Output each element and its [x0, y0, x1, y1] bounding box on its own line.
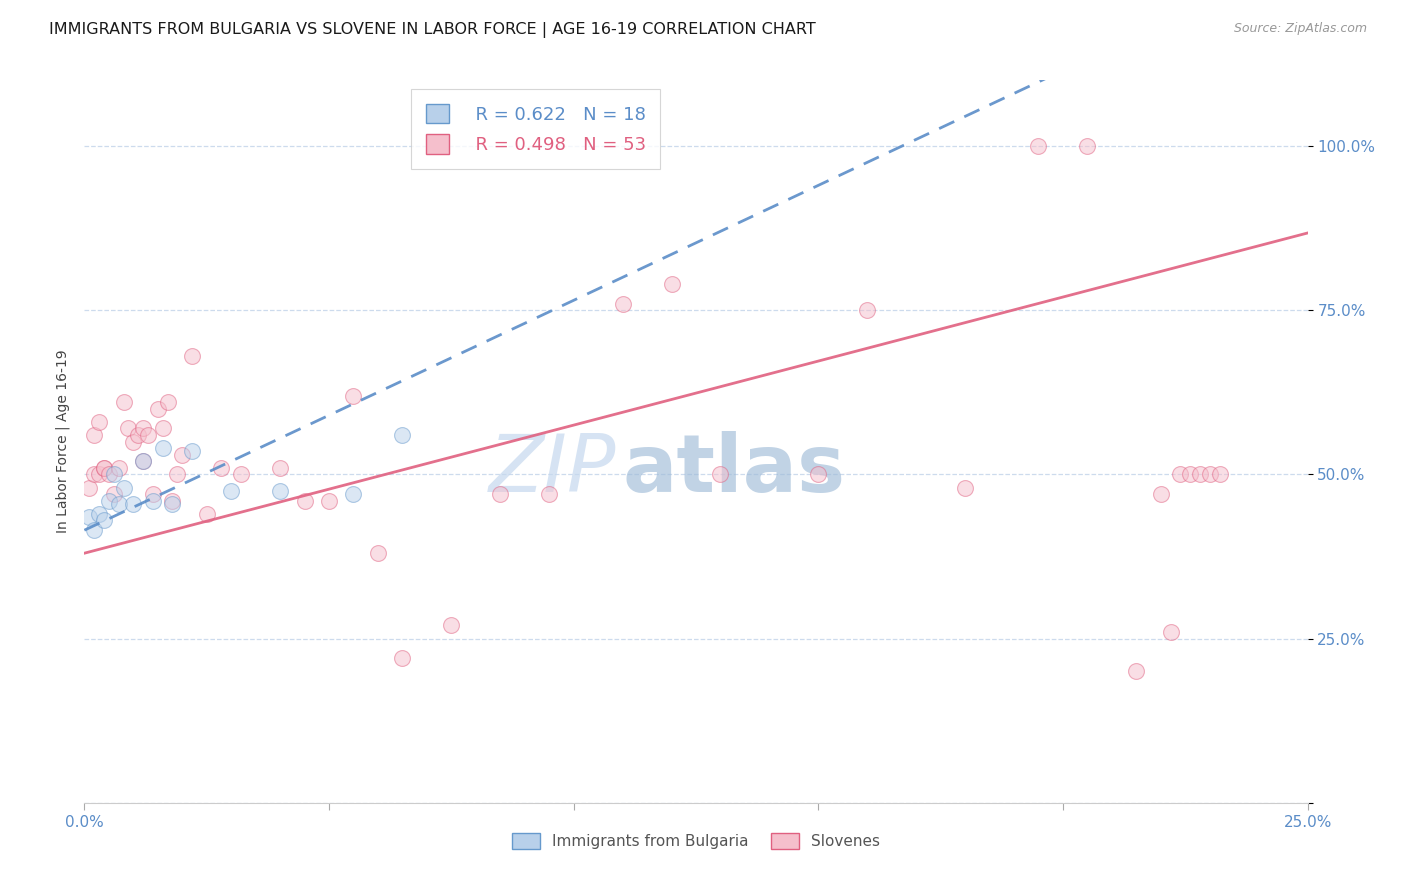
- Point: [112, 395, 135, 409]
- Point: [87, 507, 110, 521]
- Text: atlas: atlas: [623, 432, 845, 509]
- Point: [1208, 467, 1230, 482]
- Point: [342, 487, 364, 501]
- Text: Source: ZipAtlas.com: Source: ZipAtlas.com: [1233, 22, 1367, 36]
- Point: [122, 434, 145, 449]
- Point: [107, 460, 129, 475]
- Point: [391, 428, 413, 442]
- Point: [152, 421, 174, 435]
- Point: [807, 467, 830, 482]
- Point: [162, 497, 184, 511]
- Point: [77, 510, 100, 524]
- Point: [132, 454, 155, 468]
- Point: [181, 349, 204, 363]
- Point: [1170, 467, 1192, 482]
- Y-axis label: In Labor Force | Age 16-19: In Labor Force | Age 16-19: [56, 350, 70, 533]
- Point: [661, 277, 683, 291]
- Point: [709, 467, 731, 482]
- Point: [162, 493, 184, 508]
- Point: [342, 388, 364, 402]
- Point: [489, 487, 512, 501]
- Point: [269, 483, 291, 498]
- Point: [229, 467, 252, 482]
- Point: [1160, 625, 1182, 640]
- Point: [367, 546, 389, 560]
- Point: [83, 523, 105, 537]
- Point: [166, 467, 188, 482]
- Point: [122, 497, 145, 511]
- Point: [1178, 467, 1201, 482]
- Legend: Immigrants from Bulgaria, Slovenes: Immigrants from Bulgaria, Slovenes: [505, 825, 887, 856]
- Point: [146, 401, 169, 416]
- Point: [112, 481, 135, 495]
- Point: [87, 467, 110, 482]
- Point: [142, 493, 165, 508]
- Point: [93, 513, 115, 527]
- Point: [77, 481, 100, 495]
- Point: [87, 415, 110, 429]
- Point: [612, 296, 634, 310]
- Point: [136, 428, 159, 442]
- Text: ZIP: ZIP: [489, 432, 616, 509]
- Point: [856, 303, 879, 318]
- Point: [93, 460, 115, 475]
- Point: [1125, 665, 1147, 679]
- Point: [152, 441, 174, 455]
- Point: [318, 493, 340, 508]
- Point: [1076, 139, 1098, 153]
- Point: [1150, 487, 1173, 501]
- Point: [103, 467, 125, 482]
- Point: [1188, 467, 1211, 482]
- Point: [156, 395, 179, 409]
- Point: [127, 428, 149, 442]
- Point: [1198, 467, 1220, 482]
- Point: [172, 448, 194, 462]
- Point: [83, 428, 105, 442]
- Point: [391, 651, 413, 665]
- Point: [132, 454, 155, 468]
- Point: [181, 444, 204, 458]
- Point: [142, 487, 165, 501]
- Point: [93, 460, 115, 475]
- Point: [117, 421, 139, 435]
- Point: [97, 493, 120, 508]
- Point: [294, 493, 316, 508]
- Point: [953, 481, 976, 495]
- Point: [1028, 139, 1050, 153]
- Point: [132, 421, 155, 435]
- Point: [103, 487, 125, 501]
- Point: [209, 460, 232, 475]
- Point: [195, 507, 218, 521]
- Point: [538, 487, 561, 501]
- Point: [107, 497, 129, 511]
- Text: IMMIGRANTS FROM BULGARIA VS SLOVENE IN LABOR FORCE | AGE 16-19 CORRELATION CHART: IMMIGRANTS FROM BULGARIA VS SLOVENE IN L…: [49, 22, 815, 38]
- Point: [269, 460, 291, 475]
- Point: [219, 483, 242, 498]
- Point: [440, 618, 463, 632]
- Point: [97, 467, 120, 482]
- Point: [83, 467, 105, 482]
